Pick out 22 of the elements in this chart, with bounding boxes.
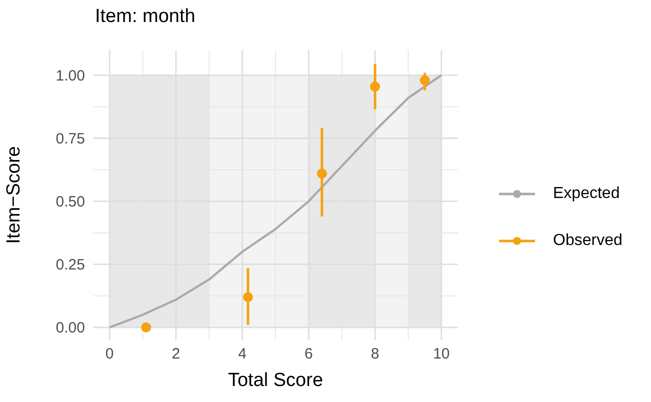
point xyxy=(141,322,152,332)
point xyxy=(316,168,327,179)
point xyxy=(242,292,253,302)
point xyxy=(370,82,380,92)
x-tick-label: 8 xyxy=(370,346,380,363)
x-tick-label: 6 xyxy=(304,346,313,363)
y-tick-label: 1.00 xyxy=(56,68,85,85)
y-tick-label: 0.00 xyxy=(56,320,85,337)
y-tick-label: 0.50 xyxy=(56,194,85,211)
x-axis-title: Total Score xyxy=(228,370,324,391)
y-axis-title: Item−Score xyxy=(4,146,25,244)
point xyxy=(420,75,430,86)
legend-label: Observed xyxy=(553,232,622,250)
y-tick-label: 0.25 xyxy=(56,256,85,274)
x-tick-label: 10 xyxy=(433,346,450,363)
chart-title: Item: month xyxy=(95,6,196,28)
legend-label: Expected xyxy=(553,184,620,202)
x-tick-label: 2 xyxy=(172,346,180,363)
x-tick-label: 0 xyxy=(105,346,114,363)
y-tick-label: 0.75 xyxy=(56,130,85,148)
x-tick-label: 4 xyxy=(238,346,246,363)
line-series xyxy=(108,74,443,328)
